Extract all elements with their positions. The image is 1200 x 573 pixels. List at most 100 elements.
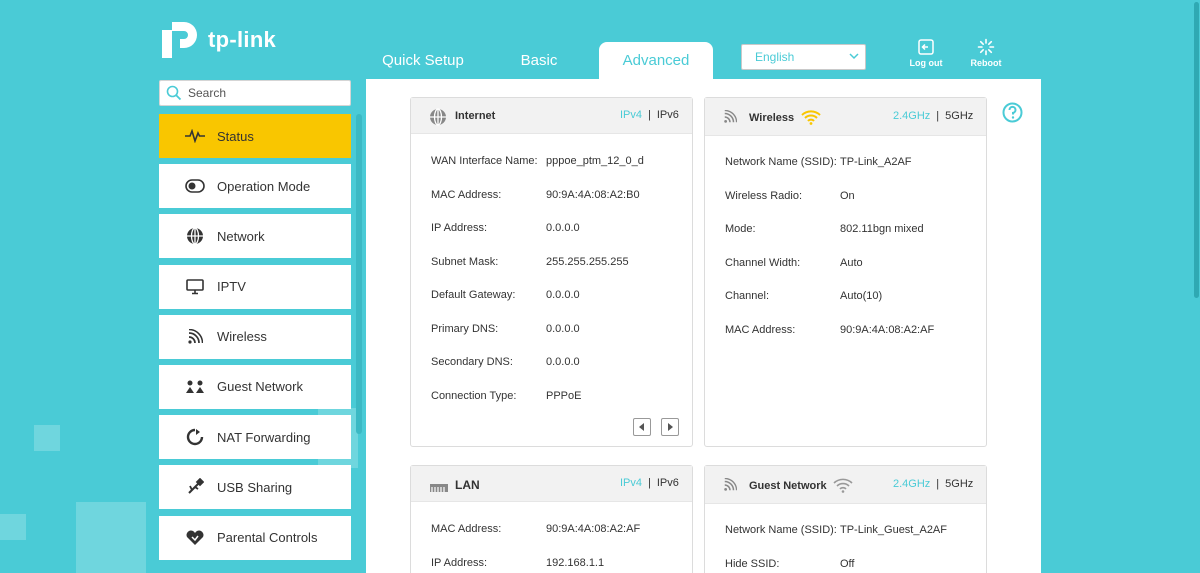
logout-button[interactable]: Log out (906, 38, 946, 68)
tab-advanced[interactable]: Advanced (599, 42, 713, 79)
info-row: MAC Address: 90:9A:4A:08:A2:AF (725, 324, 934, 336)
sidebar-item-status[interactable]: Status (159, 114, 351, 158)
tab-quick-setup[interactable]: Quick Setup (382, 52, 464, 69)
band-5-link[interactable]: 5GHz (945, 478, 974, 490)
info-row: Primary DNS: 0.0.0.0 (431, 323, 580, 335)
ipv4-link[interactable]: IPv4 (620, 477, 643, 489)
card-header: LAN IPv4 | IPv6 (411, 466, 692, 502)
row-label: Network Name (SSID): (725, 524, 837, 536)
ipv4-link[interactable]: IPv4 (620, 109, 643, 121)
band-24-link[interactable]: 2.4GHz (893, 478, 931, 490)
sidebar-item-usb-sharing[interactable]: USB Sharing (159, 465, 351, 510)
row-value: On (840, 190, 855, 202)
next-page-button[interactable] (661, 418, 679, 436)
info-row: Mode: 802.11bgn mixed (725, 223, 924, 235)
row-value: pppoe_ptm_12_0_d (546, 155, 644, 167)
monitor-icon (185, 277, 205, 297)
scrollbar-thumb[interactable] (1194, 2, 1199, 298)
row-label: IP Address: (431, 222, 488, 234)
info-row: Network Name (SSID): TP-Link_Guest_A2AF (725, 524, 947, 536)
sidebar-item-label: Parental Controls (217, 530, 318, 545)
ip-version-switch: IPv4 | IPv6 (620, 109, 679, 121)
row-value: PPPoE (546, 390, 582, 402)
row-label: Wireless Radio: (725, 190, 803, 202)
help-icon (1002, 102, 1023, 123)
band-switch: 2.4GHz | 5GHz (893, 110, 974, 122)
background-decoration (34, 425, 60, 451)
sidebar-item-wireless[interactable]: Wireless (159, 314, 351, 359)
sidebar-item-label: Network (217, 228, 265, 244)
language-select[interactable]: English (741, 44, 866, 70)
band-24-link[interactable]: 2.4GHz (893, 110, 931, 122)
row-label: Subnet Mask: (431, 256, 499, 268)
row-value: 90:9A:4A:08:A2:AF (546, 523, 641, 535)
sidebar-item-label: Wireless (217, 329, 267, 345)
row-label: Mode: (725, 223, 756, 235)
info-row: Wireless Radio: On (725, 190, 855, 202)
info-row: Channel Width: Auto (725, 257, 863, 269)
wifi-icon (185, 327, 205, 347)
row-label: Default Gateway: (431, 289, 516, 301)
page-scrollbar[interactable] (1192, 0, 1200, 573)
card-header: Wireless 2.4GHz | 5GHz (705, 98, 986, 136)
sidebar-item-label: Status (217, 128, 254, 144)
row-value: 90:9A:4A:08:A2:B0 (546, 189, 640, 201)
info-row: MAC Address: 90:9A:4A:08:A2:B0 (431, 189, 640, 201)
chevron-right-icon (668, 423, 673, 431)
card-title: Wireless (749, 112, 795, 124)
lan-card: LAN IPv4 | IPv6 MAC Address: 90:9A:4A:08:A2… (410, 465, 693, 573)
brand-name: tp-link (208, 27, 277, 52)
search-input[interactable] (188, 82, 338, 104)
row-label: Channel: (725, 290, 770, 302)
info-row: Secondary DNS: 0.0.0.0 (431, 356, 580, 368)
chevron-left-icon (639, 423, 644, 431)
sidebar-item-guest-network[interactable]: Guest Network (159, 364, 351, 409)
card-header: Internet IPv4 | IPv6 (411, 98, 692, 134)
ipv6-link[interactable]: IPv6 (656, 477, 679, 489)
row-value: Auto (840, 257, 863, 269)
tab-basic[interactable]: Basic (520, 52, 558, 69)
chevron-down-icon (849, 50, 859, 64)
wifi-status-off-icon (833, 477, 853, 498)
globe-icon (429, 108, 447, 131)
sidebar-item-iptv[interactable]: IPTV (159, 264, 351, 309)
ipv6-link[interactable]: IPv6 (656, 109, 679, 121)
row-value: 802.11bgn mixed (840, 223, 924, 235)
sidebar-scrollbar[interactable] (356, 114, 362, 434)
info-row: WAN Interface Name: pppoe_ptm_12_0_d (431, 155, 644, 167)
row-label: Connection Type: (431, 390, 517, 402)
sidebar-item-operation-mode[interactable]: Operation Mode (159, 164, 351, 209)
info-row: Hide SSID: Off (725, 558, 854, 570)
card-title: LAN (455, 478, 480, 492)
sidebar-nav: Status Operation Mode Network IPTV Wirel… (159, 114, 351, 566)
band-5-link[interactable]: 5GHz (945, 110, 974, 122)
help-button[interactable] (1002, 102, 1023, 128)
sidebar-item-label: Operation Mode (217, 178, 311, 194)
background-decoration (76, 502, 146, 573)
info-row: MAC Address: 90:9A:4A:08:A2:AF (431, 523, 640, 535)
sidebar-item-parental-controls[interactable]: Parental Controls (159, 515, 351, 560)
row-label: Network Name (SSID): (725, 156, 837, 168)
prev-page-button[interactable] (633, 418, 651, 436)
info-row: Connection Type: PPPoE (431, 390, 581, 402)
info-row: Network Name (SSID): TP-Link_A2AF (725, 156, 912, 168)
sidebar-item-label: IPTV (217, 279, 246, 295)
usb-icon (185, 477, 205, 497)
wireless-card: Wireless 2.4GHz | 5GHz Network Name (SSID)… (704, 97, 987, 447)
row-value: 0.0.0.0 (546, 222, 580, 234)
brand-logo: tp-link (158, 18, 276, 62)
row-value: Off (840, 558, 855, 570)
wifi-icon (723, 477, 738, 497)
sidebar-item-nat-forwarding[interactable]: NAT Forwarding (159, 415, 351, 460)
wifi-status-on-icon (801, 109, 821, 130)
row-value: 90:9A:4A:08:A2:AF (840, 324, 935, 336)
row-label: IP Address: (431, 557, 488, 569)
reboot-button[interactable]: Reboot (966, 38, 1006, 68)
info-row: Channel: Auto(10) (725, 290, 882, 302)
row-label: MAC Address: (725, 324, 796, 336)
sidebar-item-network[interactable]: Network (159, 214, 351, 259)
sidebar-item-label: USB Sharing (217, 479, 293, 495)
ip-version-switch: IPv4 | IPv6 (620, 477, 679, 489)
row-label: WAN Interface Name: (431, 155, 538, 167)
row-value: 0.0.0.0 (546, 323, 580, 335)
